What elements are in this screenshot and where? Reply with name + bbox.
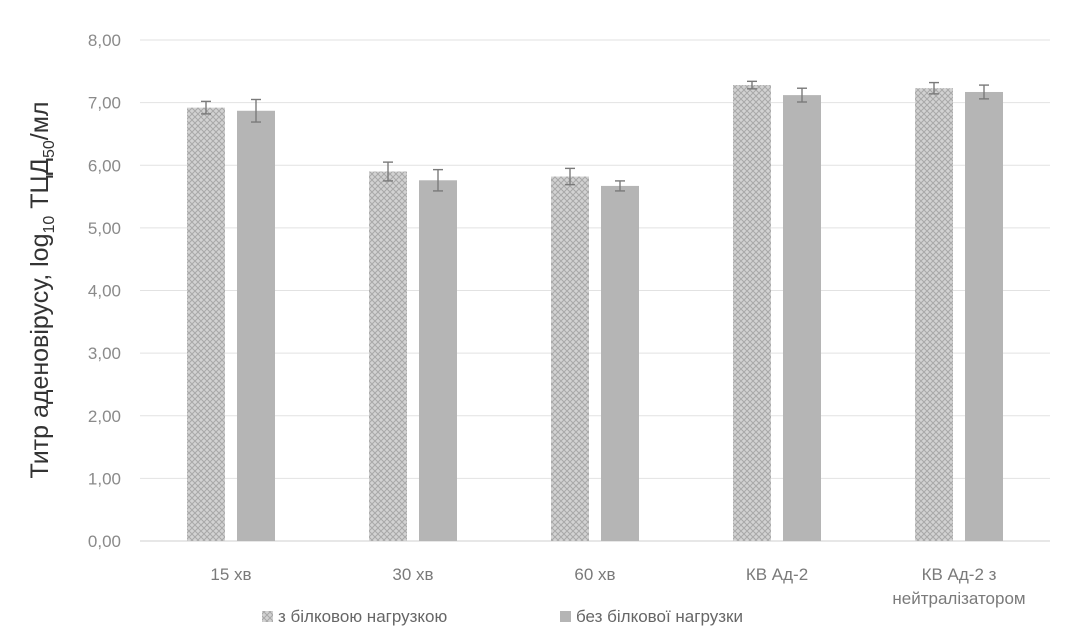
x-tick-label: нейтралізатором [892,589,1025,608]
error-bars [201,80,989,192]
x-tick-label: 15 хв [210,565,251,584]
bar-1-4 [733,85,771,541]
legend-label-series-2: без білкової нагрузки [576,607,743,626]
error-bar-2-3 [615,180,625,192]
error-bar-1-1 [201,100,211,115]
y-tick-label: 8,00 [88,31,121,50]
bar-2-4 [783,95,821,542]
bar-2-2 [419,180,457,541]
bar-1-5 [915,88,953,541]
y-tick-label: 5,00 [88,219,121,238]
error-bar-1-3 [565,167,575,186]
y-tick-label: 4,00 [88,282,121,301]
bar-2-3 [601,185,639,541]
y-tick-label: 7,00 [88,94,121,113]
x-tick-labels: 15 хв 30 хв 60 хв КВ Ад-2 КВ Ад-2 з нейтраліз… [210,565,1025,608]
y-axis-label: Титр аденовірусу, log10 ТЦД50/мл [26,102,58,479]
error-bar-1-2 [383,161,393,182]
error-bar-2-5 [979,84,989,100]
grid-lines [140,39,1050,542]
bars [187,85,1003,542]
x-tick-label: 60 хв [574,565,615,584]
bar-2-5 [965,91,1003,541]
error-bar-2-1 [251,98,261,123]
y-tick-labels: 0,00 1,00 2,00 3,00 4,00 5,00 6,00 7,00 8,00 [88,31,121,551]
x-tick-label: КВ Ад-2 [746,565,808,584]
y-tick-label: 1,00 [88,469,121,488]
error-bar-2-2 [433,168,443,192]
bar-2-1 [237,110,275,542]
y-tick-label: 0,00 [88,532,121,551]
bar-1-1 [187,107,225,541]
error-bar-1-4 [747,80,757,90]
y-tick-label: 6,00 [88,156,121,175]
bar-1-3 [551,176,589,541]
x-tick-label: 30 хв [392,565,433,584]
y-tick-label: 2,00 [88,407,121,426]
x-tick-label: КВ Ад-2 з [922,565,997,584]
legend: з білковою нагрузкою без білкової нагруз… [262,607,743,626]
legend-swatch-series-2 [560,611,571,622]
error-bar-2-4 [797,87,807,103]
bar-1-2 [369,171,407,541]
error-bar-1-5 [929,81,939,95]
legend-swatch-series-1 [262,611,273,622]
y-tick-label: 3,00 [88,344,121,363]
legend-label-series-1: з білковою нагрузкою [278,607,447,626]
